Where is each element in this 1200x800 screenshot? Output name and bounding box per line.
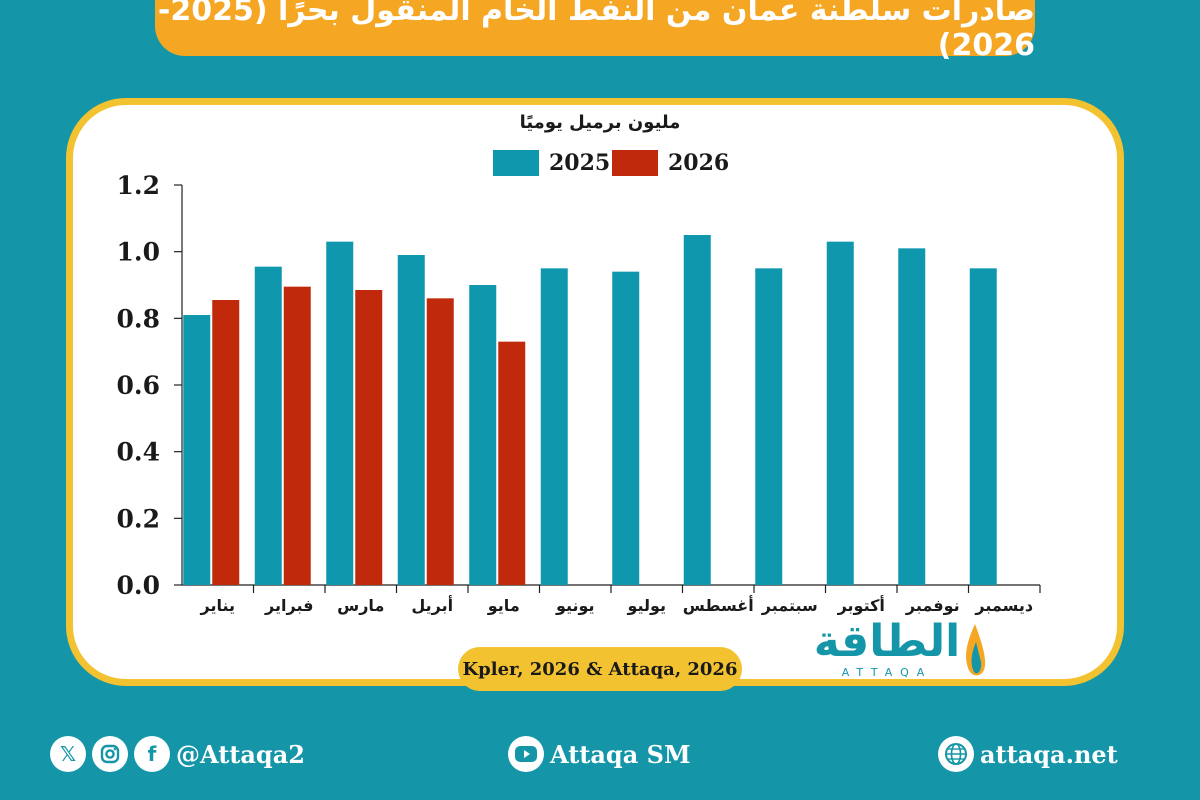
bar-2026-3 (426, 298, 454, 585)
footer-social: 𝕏 f @Attaqa2 (50, 732, 305, 776)
footer-website: attaqa.net (938, 732, 1118, 776)
y-tick-label-0: 0.0 (117, 571, 161, 600)
youtube-icon[interactable] (508, 736, 544, 772)
chart-card (66, 98, 1124, 686)
bar-2025-0 (183, 315, 211, 585)
x-tick-label-8: سبتمبر (761, 596, 818, 615)
bar-2025-6 (612, 271, 640, 585)
website-link[interactable]: attaqa.net (980, 739, 1118, 769)
legend-swatch-2025 (493, 150, 539, 176)
legend-swatch-2026 (612, 150, 658, 176)
y-tick-label-6: 1.2 (117, 171, 161, 200)
x-tick-label-3: أبريل (411, 595, 453, 615)
facebook-icon[interactable]: f (134, 736, 170, 772)
footer-youtube: Attaqa SM (508, 732, 691, 776)
youtube-channel[interactable]: Attaqa SM (550, 739, 691, 769)
y-tick-label-2: 0.4 (117, 438, 161, 467)
x-tick-label-1: فبراير (264, 596, 313, 615)
x-tick-label-11: ديسمبر (974, 596, 1033, 615)
bar-2025-7 (683, 235, 711, 585)
bar-2025-8 (755, 268, 783, 585)
legend-label-2026: 2026 (668, 150, 730, 176)
social-handle[interactable]: @Attaqa2 (176, 739, 305, 769)
x-tick-label-7: أغسطس (683, 595, 754, 615)
unit-label: مليون برميل يوميًا (519, 112, 681, 133)
y-tick-label-3: 0.6 (117, 371, 161, 400)
x-icon[interactable]: 𝕏 (50, 736, 86, 772)
bar-2025-3 (397, 255, 425, 585)
x-tick-label-6: يوليو (626, 596, 666, 615)
legend-label-2025: 2025 (549, 150, 611, 176)
bar-2025-4 (469, 285, 497, 585)
x-tick-label-4: مايو (487, 596, 520, 615)
bar-2026-1 (283, 286, 311, 585)
y-tick-label-1: 0.2 (117, 504, 161, 533)
x-tick-label-10: نوفمبر (905, 596, 960, 615)
y-tick-label-4: 0.8 (117, 304, 161, 333)
bar-2025-5 (540, 268, 568, 585)
instagram-icon[interactable] (92, 736, 128, 772)
logo-subtext: ATTAQA (841, 666, 933, 679)
attaqa-logo: الطاقة ATTAQA (812, 620, 992, 684)
bar-2025-2 (326, 241, 354, 585)
title-text: صادرات سلطنة عمان من النفط الخام المنقول… (157, 0, 1035, 63)
x-tick-label-9: أكتوبر (837, 595, 885, 615)
legend-2026: 2026 (612, 150, 729, 176)
bar-2025-9 (826, 241, 854, 585)
bar-2026-2 (355, 290, 383, 585)
legend-2025: 2025 (493, 150, 610, 176)
bar-2025-1 (254, 266, 282, 585)
drop-icon (966, 624, 986, 676)
source-box: Kpler, 2026 & Attaqa, 2026 (458, 647, 742, 691)
logo-text: الطاقة (813, 616, 961, 667)
globe-icon[interactable] (938, 736, 974, 772)
y-tick-label-5: 1.0 (117, 238, 161, 267)
x-tick-label-2: مارس (337, 596, 384, 615)
x-tick-label-5: يونيو (555, 596, 595, 615)
bar-2026-0 (212, 300, 240, 585)
bar-2025-10 (898, 248, 926, 586)
bar-2026-4 (498, 341, 526, 585)
source-text: Kpler, 2026 & Attaqa, 2026 (462, 658, 738, 680)
bar-2025-11 (969, 268, 997, 585)
page-title: صادرات سلطنة عمان من النفط الخام المنقول… (155, 0, 1035, 63)
x-tick-label-0: يناير (199, 596, 235, 615)
